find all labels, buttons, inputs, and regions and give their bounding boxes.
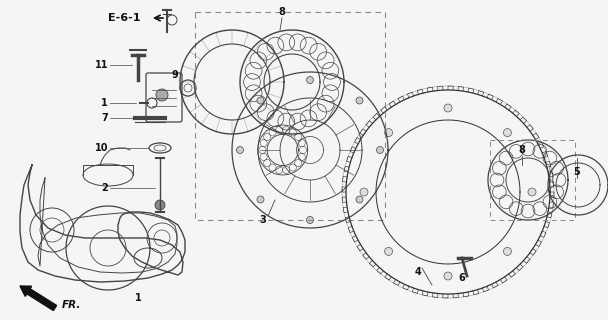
Text: FR.: FR. — [62, 300, 81, 310]
Circle shape — [385, 129, 393, 137]
Circle shape — [306, 76, 314, 84]
Text: 2: 2 — [102, 183, 108, 193]
Text: 1: 1 — [102, 98, 108, 108]
Circle shape — [360, 188, 368, 196]
Circle shape — [257, 97, 264, 104]
Text: E-6-1: E-6-1 — [108, 13, 140, 23]
Circle shape — [156, 89, 168, 101]
Circle shape — [528, 188, 536, 196]
Text: 6: 6 — [458, 273, 465, 283]
Text: 9: 9 — [172, 70, 179, 80]
Circle shape — [503, 129, 511, 137]
Circle shape — [385, 247, 393, 255]
Text: 1: 1 — [134, 293, 142, 303]
Circle shape — [306, 217, 314, 223]
Text: 8: 8 — [519, 145, 525, 155]
Circle shape — [155, 200, 165, 210]
FancyArrow shape — [20, 286, 57, 310]
Text: 3: 3 — [260, 215, 266, 225]
Circle shape — [444, 272, 452, 280]
Circle shape — [503, 247, 511, 255]
Text: 10: 10 — [94, 143, 108, 153]
Circle shape — [444, 104, 452, 112]
Circle shape — [376, 147, 384, 154]
Circle shape — [237, 147, 243, 154]
Circle shape — [257, 196, 264, 203]
Circle shape — [356, 97, 363, 104]
Text: 8: 8 — [278, 7, 285, 17]
Text: 4: 4 — [415, 267, 421, 277]
Circle shape — [356, 196, 363, 203]
Text: 7: 7 — [102, 113, 108, 123]
Text: 5: 5 — [573, 167, 581, 177]
Text: 11: 11 — [94, 60, 108, 70]
